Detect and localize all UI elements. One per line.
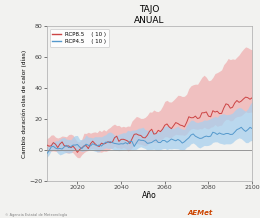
Title: TAJO
ANUAL: TAJO ANUAL: [134, 5, 165, 25]
X-axis label: Año: Año: [142, 191, 157, 201]
Y-axis label: Cambio duración olas de calor (días): Cambio duración olas de calor (días): [21, 49, 27, 158]
Text: AEMet: AEMet: [187, 210, 212, 216]
Text: © Agencia Estatal de Meteorología: © Agencia Estatal de Meteorología: [5, 213, 67, 217]
Legend: RCP8.5    ( 10 ), RCP4.5    ( 10 ): RCP8.5 ( 10 ), RCP4.5 ( 10 ): [50, 29, 109, 47]
